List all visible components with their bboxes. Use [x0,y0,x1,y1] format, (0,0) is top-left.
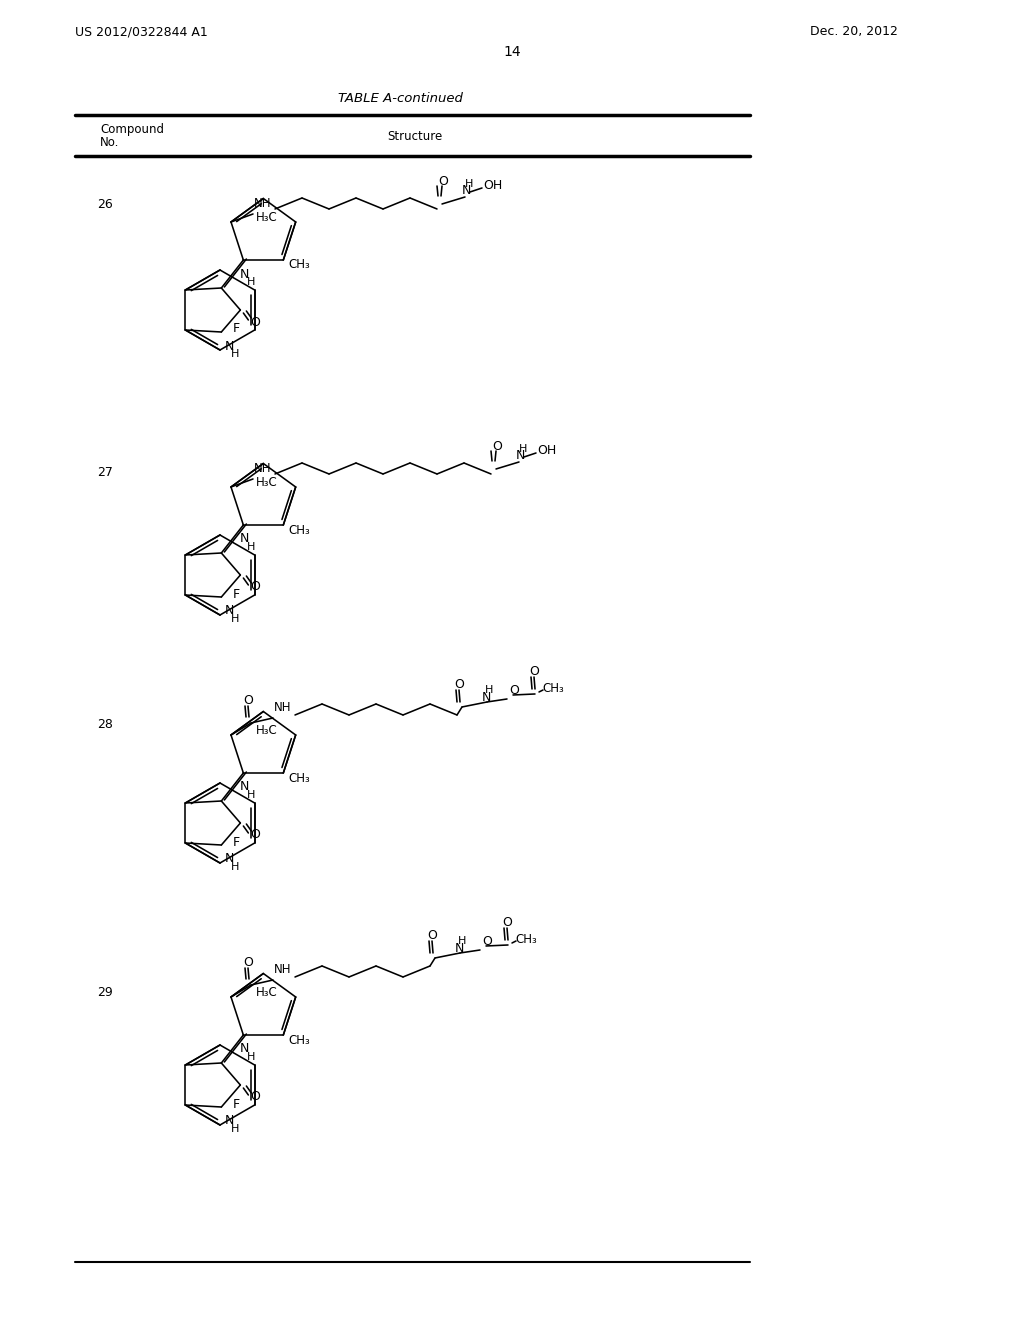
Text: H₃C: H₃C [256,477,278,490]
Text: NH: NH [274,701,292,714]
Text: Structure: Structure [387,131,442,144]
Text: O: O [438,176,447,189]
Text: H: H [231,348,240,359]
Text: OH: OH [483,180,502,193]
Text: N: N [240,780,249,793]
Text: N: N [240,268,249,281]
Text: N: N [482,692,492,705]
Text: O: O [492,441,502,454]
Text: O: O [502,916,512,929]
Text: F: F [232,587,240,601]
Text: No.: No. [100,136,120,149]
Text: NH: NH [254,198,271,210]
Text: H: H [485,685,494,696]
Text: OH: OH [537,445,556,458]
Text: 29: 29 [97,986,113,998]
Text: US 2012/0322844 A1: US 2012/0322844 A1 [75,25,208,38]
Text: H₃C: H₃C [256,986,278,999]
Text: CH₃: CH₃ [289,524,310,536]
Text: N: N [240,532,249,545]
Text: CH₃: CH₃ [289,771,310,784]
Text: H: H [465,180,473,189]
Text: H: H [231,862,240,873]
Text: O: O [250,1090,260,1104]
Text: 28: 28 [97,718,113,731]
Text: H: H [231,1125,240,1134]
Text: 26: 26 [97,198,113,211]
Text: N: N [224,605,233,618]
Text: N: N [224,1114,233,1127]
Text: 14: 14 [503,45,521,59]
Text: F: F [232,1097,240,1110]
Text: N: N [455,942,464,956]
Text: N: N [462,185,471,198]
Text: O: O [427,929,437,942]
Text: O: O [250,315,260,329]
Text: H₃C: H₃C [256,211,278,224]
Text: CH₃: CH₃ [515,933,537,946]
Text: N: N [224,853,233,866]
Text: CH₃: CH₃ [542,682,564,696]
Text: F: F [232,836,240,849]
Text: H: H [519,444,527,454]
Text: O: O [250,581,260,594]
Text: O: O [529,665,539,678]
Text: 27: 27 [97,466,113,479]
Text: O: O [243,957,253,969]
Text: H: H [248,1052,256,1063]
Text: O: O [250,829,260,842]
Text: TABLE A-continued: TABLE A-continued [338,91,463,104]
Text: H: H [231,614,240,624]
Text: H: H [248,277,256,286]
Text: O: O [243,694,253,708]
Text: H: H [248,789,256,800]
Text: F: F [232,322,240,335]
Text: H: H [248,543,256,552]
Text: Compound: Compound [100,124,164,136]
Text: CH₃: CH₃ [289,259,310,272]
Text: NH: NH [274,964,292,977]
Text: N: N [240,1043,249,1056]
Text: O: O [482,936,492,949]
Text: N: N [224,339,233,352]
Text: NH: NH [254,462,271,475]
Text: N: N [516,450,525,462]
Text: Dec. 20, 2012: Dec. 20, 2012 [810,25,898,38]
Text: H: H [458,936,466,946]
Text: O: O [509,685,519,697]
Text: H₃C: H₃C [256,725,278,738]
Text: CH₃: CH₃ [289,1034,310,1047]
Text: O: O [454,678,464,692]
